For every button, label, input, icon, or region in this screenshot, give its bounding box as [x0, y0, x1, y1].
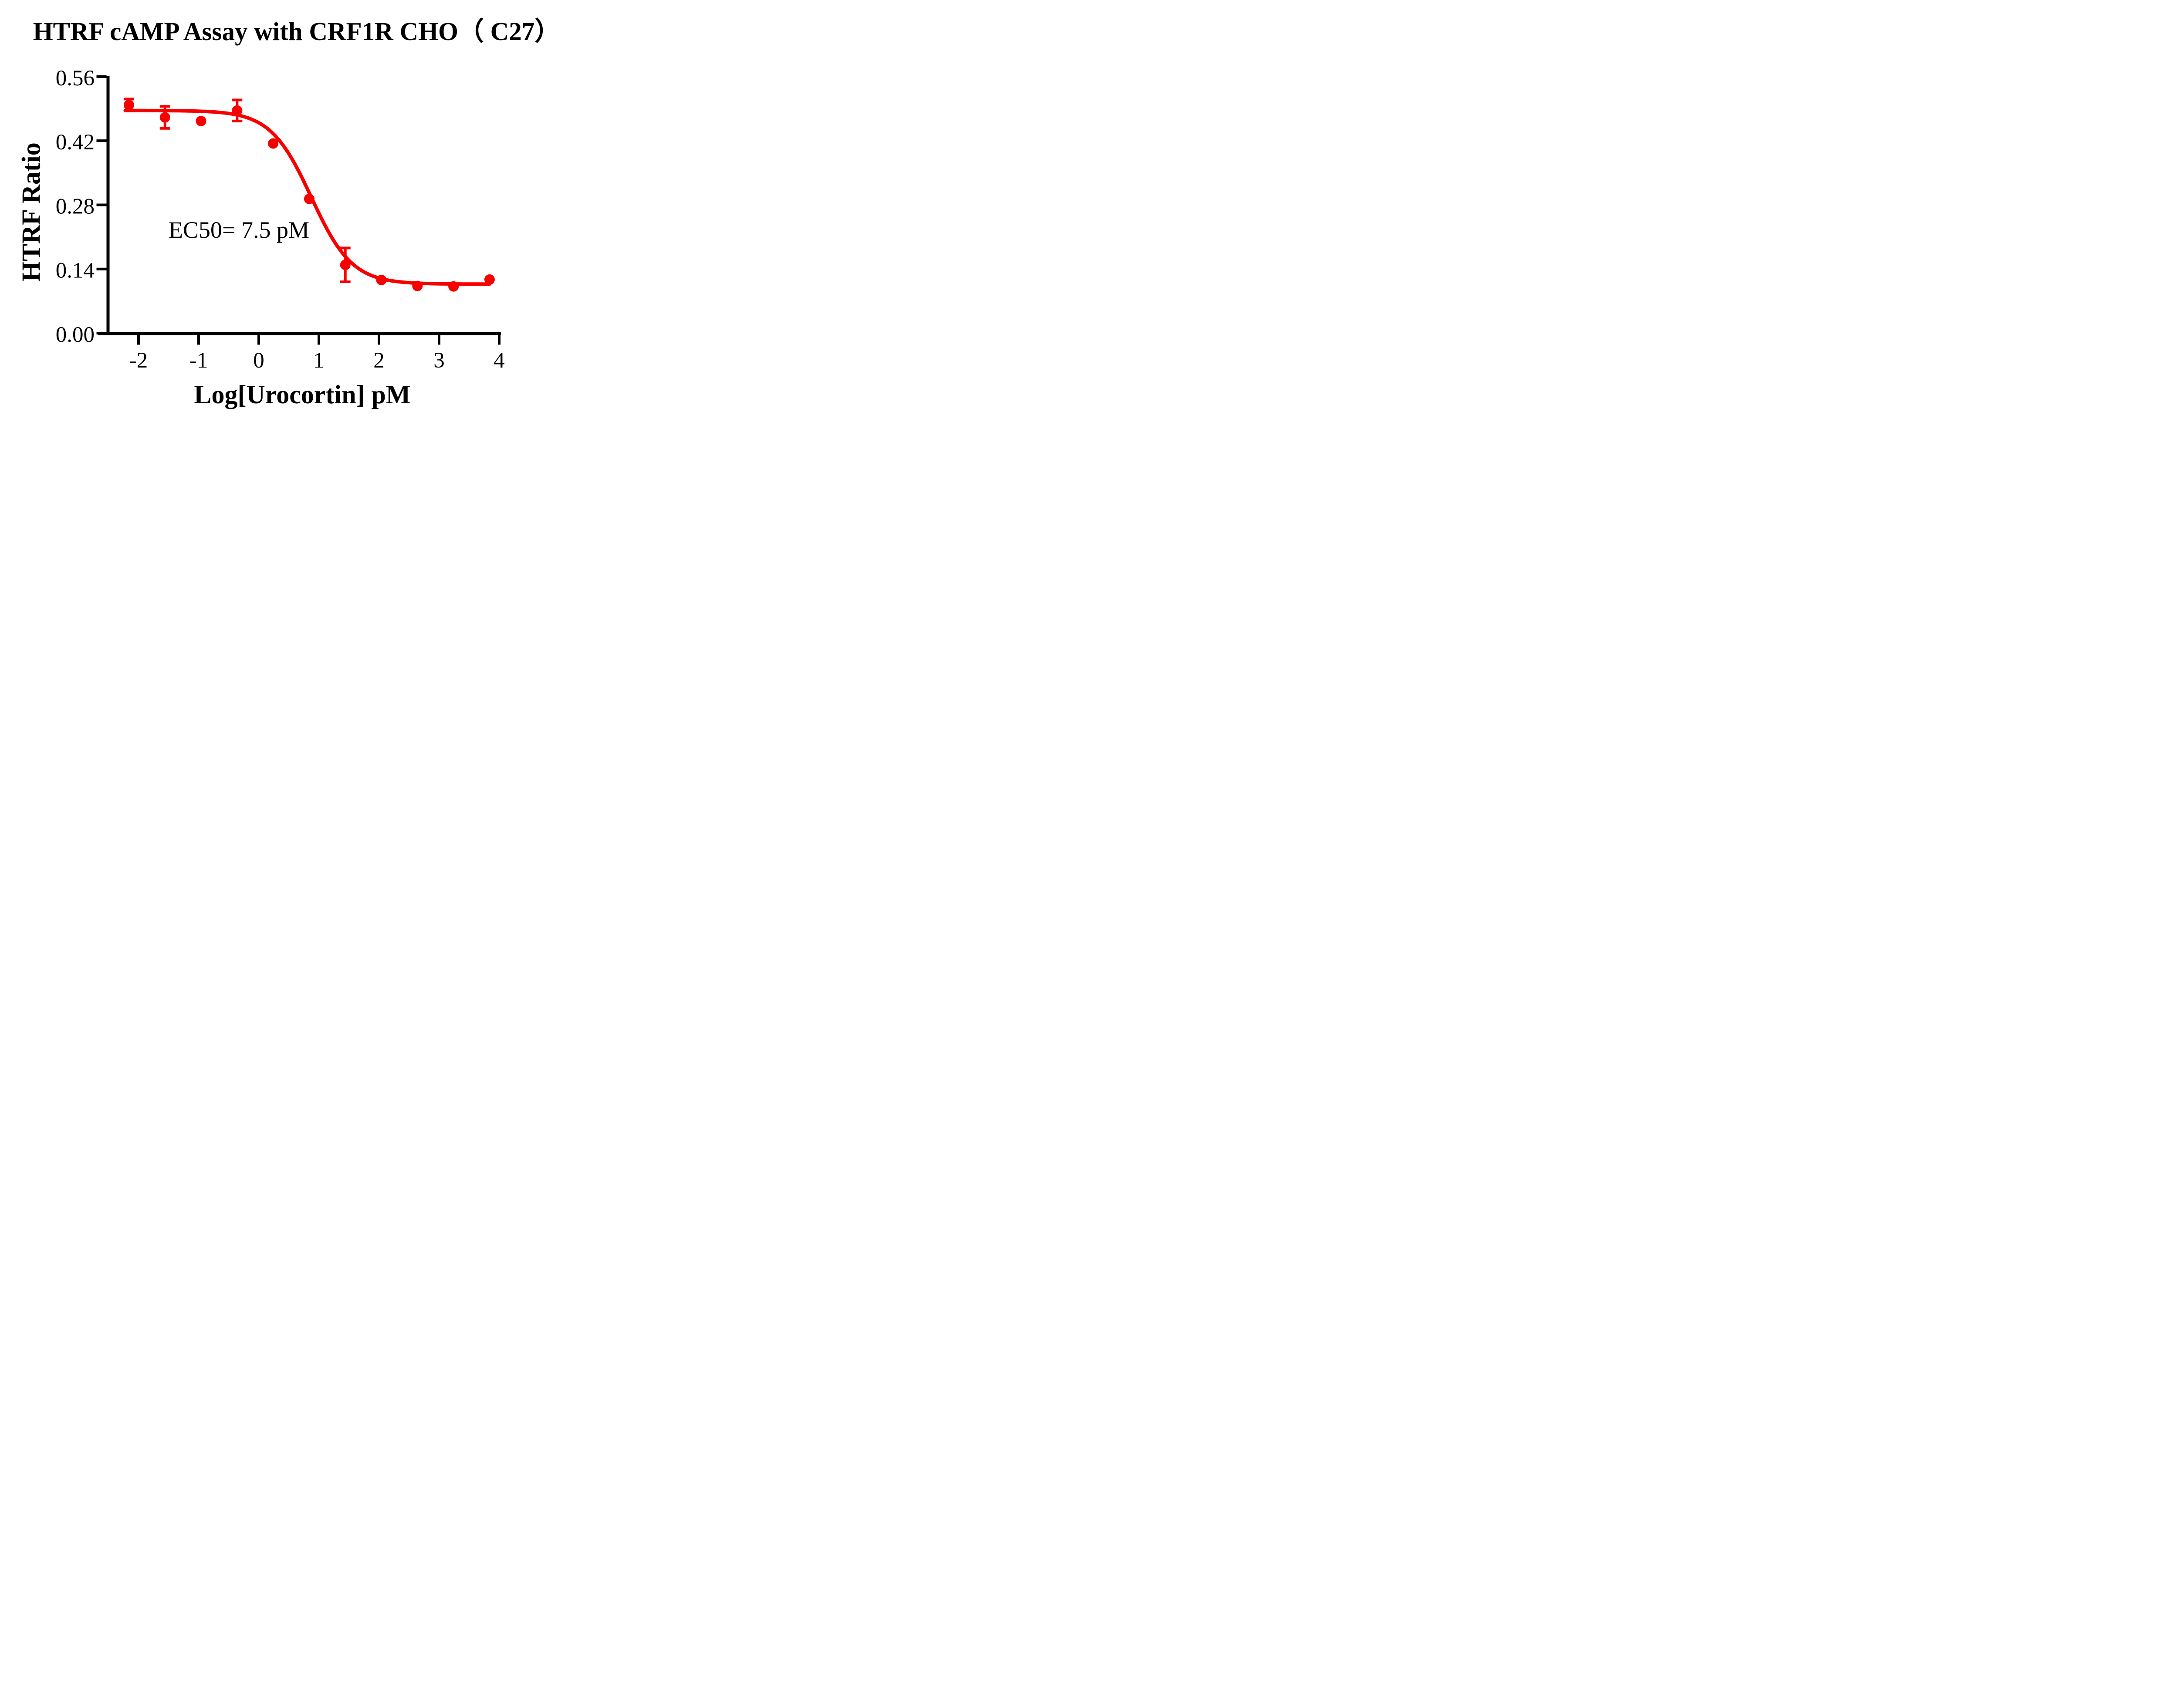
y-tick-labels: 0.00 0.14 0.28 0.42 0.56	[56, 66, 95, 347]
sigmoid-curve	[123, 108, 491, 286]
data-points	[123, 100, 495, 292]
y-tick-label: 0.56	[56, 66, 95, 91]
data-point-marker	[484, 274, 495, 285]
x-tick-label: 4	[494, 348, 505, 373]
ec50-annotation: EC50= 7.5 pM	[169, 217, 309, 243]
x-tick-label: -1	[189, 348, 208, 373]
dose-response-chart: HTRF cAMP Assay with CRF1R CHO（ C27） HTR…	[0, 0, 577, 427]
y-tick-label: 0.14	[56, 259, 95, 283]
y-tick-label: 0.28	[56, 194, 95, 219]
x-tick-labels: -2 -1 0 1 2 3 4	[129, 348, 505, 373]
fit-curve	[123, 108, 491, 286]
data-point-marker	[340, 260, 351, 270]
data-point-marker	[376, 274, 387, 285]
data-point-marker	[448, 281, 459, 292]
data-point-marker	[232, 105, 243, 116]
data-point-marker	[268, 138, 279, 149]
x-tick-label: 3	[433, 348, 445, 373]
x-tick-label: 1	[313, 348, 325, 373]
y-tick-label: 0.00	[56, 323, 95, 347]
plot-area: -2 -1 0 1 2 3 4 0.00 0.14 0.28 0.42 0.56	[56, 66, 505, 373]
data-point-marker	[304, 193, 315, 204]
data-point-marker	[159, 112, 170, 123]
chart-title: HTRF cAMP Assay with CRF1R CHO（ C27）	[33, 17, 561, 46]
data-point-marker	[412, 280, 423, 291]
x-tick-label: 0	[253, 348, 264, 373]
x-tick-label: -2	[129, 348, 148, 373]
error-bars	[123, 98, 351, 284]
data-point-marker	[123, 100, 134, 111]
y-tick-label: 0.42	[56, 130, 95, 155]
x-axis-title: Log[Urocortin] pM	[194, 380, 411, 409]
data-point-marker	[196, 115, 206, 126]
axes	[96, 75, 501, 345]
x-tick-label: 2	[373, 348, 385, 373]
